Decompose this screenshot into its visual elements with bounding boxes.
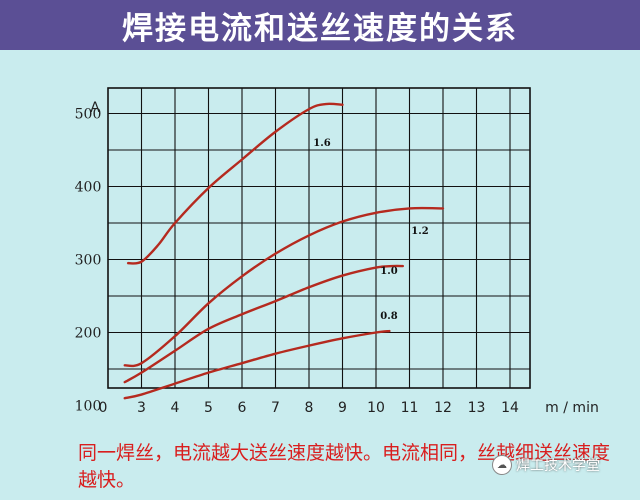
x-tick-label: 3 xyxy=(137,400,146,416)
x-tick-label: 6 xyxy=(238,400,247,416)
series-label: 1.0 xyxy=(380,266,397,277)
x-tick-label: 7 xyxy=(271,400,280,416)
y-tick-label: 300 xyxy=(75,253,102,269)
plot-frame xyxy=(107,87,531,389)
x-tick-label: 8 xyxy=(305,400,314,416)
chart-grid xyxy=(107,87,531,389)
x-tick-label: 13 xyxy=(468,400,486,416)
y-tick-label: 200 xyxy=(75,326,102,342)
series-label: 0.8 xyxy=(380,311,397,322)
chart: 0 3 4 5 6 7 8 9 10 11 12 13 14 m / min 100 200 300 400 500… xyxy=(75,87,599,416)
chart-curves xyxy=(123,102,445,400)
x-tick-label: 12 xyxy=(434,400,452,416)
y-tick-label: 400 xyxy=(75,180,102,196)
title-bar: 焊接电流和送丝速度的关系 xyxy=(0,0,640,50)
series-line-0-8 xyxy=(123,329,391,400)
x-tick-label: 9 xyxy=(338,400,347,416)
x-tick-label: 5 xyxy=(204,400,213,416)
watermark: ☁ 焊工技术学堂 xyxy=(492,455,600,475)
series-label: 1.6 xyxy=(313,138,330,149)
x-tick-label: 4 xyxy=(171,400,180,416)
y-tick-label: 100 xyxy=(75,399,102,415)
y-tick-label: 500 xyxy=(75,107,102,123)
x-tick-label: 11 xyxy=(401,400,419,416)
caption: 同一焊丝，电流越大送丝速度越快。电流相同，丝越细送丝速度越快。 xyxy=(78,442,611,491)
y-axis-label: A xyxy=(90,100,100,116)
wechat-icon: ☁ xyxy=(492,455,512,475)
series-line-1-2 xyxy=(123,206,445,368)
watermark-text: 焊工技术学堂 xyxy=(516,458,600,474)
x-tick-label: 14 xyxy=(501,400,519,416)
x-tick-label: 10 xyxy=(367,400,385,416)
series-line-1-6 xyxy=(126,102,344,265)
series-label: 1.2 xyxy=(411,226,428,237)
page-title: 焊接电流和送丝速度的关系 xyxy=(122,10,518,47)
x-tick-label: 0 xyxy=(99,400,108,416)
x-axis-label: m / min xyxy=(545,400,599,416)
chart-labels: 0 3 4 5 6 7 8 9 10 11 12 13 14 m / min 100 200 300 400 500… xyxy=(75,100,599,416)
series-line-1-0 xyxy=(123,264,404,384)
